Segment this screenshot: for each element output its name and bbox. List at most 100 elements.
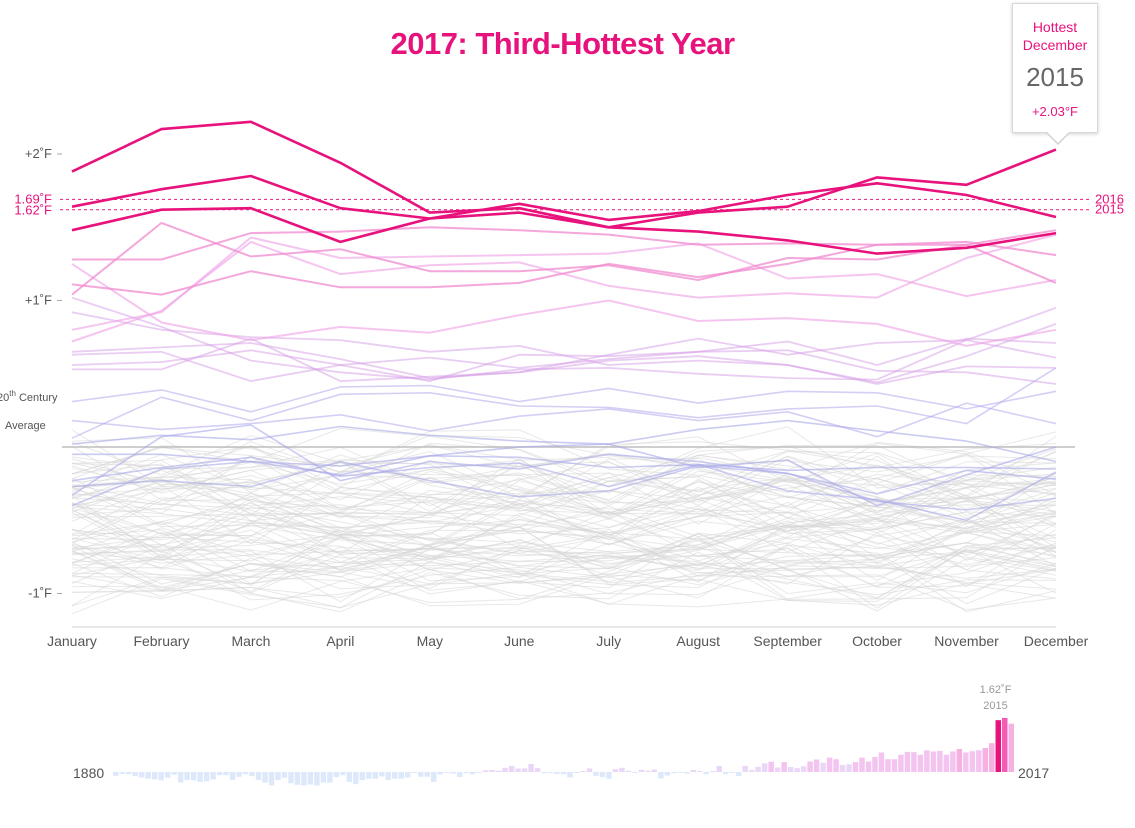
year-series-line xyxy=(71,443,1057,507)
year-bar xyxy=(820,762,826,772)
year-bar xyxy=(716,765,722,772)
year-series-line xyxy=(71,419,1057,463)
year-bar xyxy=(911,752,917,772)
year-bar xyxy=(242,772,249,775)
year-bar xyxy=(476,772,482,773)
background-year-line xyxy=(71,526,1057,589)
hover-tooltip: Hottest December 2015 +2.03°F xyxy=(1012,3,1098,145)
year-series-line xyxy=(71,402,1057,438)
year-bar xyxy=(586,768,593,772)
year-bar xyxy=(346,772,353,782)
x-tick-label: April xyxy=(326,633,354,649)
year-bar xyxy=(963,752,969,772)
year-bar xyxy=(930,751,937,772)
year-bar xyxy=(184,772,190,780)
year-bar xyxy=(430,772,437,782)
background-year-line xyxy=(71,470,1057,530)
year-bar xyxy=(917,754,924,772)
year-bar xyxy=(424,772,430,777)
year-series-line xyxy=(71,221,1057,296)
bar-highlight-value: 1.62˚F xyxy=(980,684,1012,696)
year-bar xyxy=(632,772,638,773)
background-year-line xyxy=(71,531,1057,591)
year-bar xyxy=(742,765,748,772)
year-bar xyxy=(340,772,346,776)
year-bar xyxy=(392,772,398,779)
background-year-line xyxy=(71,512,1057,571)
year-bar xyxy=(950,751,956,772)
bar-start-year: 1880 xyxy=(73,765,105,781)
background-year-line xyxy=(71,511,1057,571)
year-bar xyxy=(735,772,742,777)
y-tick-label: +1˚F xyxy=(25,293,52,308)
year-bar xyxy=(794,768,800,772)
year-bar xyxy=(554,772,560,774)
year-bar xyxy=(437,772,443,775)
year-bar xyxy=(288,772,294,784)
year-bar xyxy=(528,764,534,772)
year-bar xyxy=(567,772,573,778)
year-series-line xyxy=(71,206,1057,255)
year-bar xyxy=(651,769,658,772)
year-bar xyxy=(852,762,859,772)
year-bar xyxy=(294,772,301,785)
year-bar xyxy=(748,770,755,772)
background-year-line xyxy=(71,551,1057,613)
year-bar xyxy=(593,772,599,776)
year-bar xyxy=(521,768,528,772)
year-bar xyxy=(223,772,229,776)
background-year-line xyxy=(71,520,1057,569)
year-bar xyxy=(275,772,281,780)
year-bar xyxy=(606,772,612,779)
reference-year-label: 2015 xyxy=(1095,202,1124,217)
year-bar xyxy=(333,772,340,778)
year-bar xyxy=(774,767,781,772)
year-bar xyxy=(722,772,729,775)
year-bar xyxy=(502,767,508,772)
background-year-line xyxy=(71,546,1057,600)
background-year-line xyxy=(71,446,1057,500)
year-bar xyxy=(625,770,632,772)
year-bar xyxy=(210,772,216,780)
year-bar xyxy=(898,754,904,772)
background-year-line xyxy=(71,508,1057,572)
year-series-line xyxy=(72,226,1057,261)
background-year-line xyxy=(71,542,1057,608)
year-bar xyxy=(761,763,768,772)
background-year-line xyxy=(71,546,1057,602)
year-bar xyxy=(417,772,424,777)
chart-title: 2017: Third-Hottest Year xyxy=(390,26,735,61)
year-bar xyxy=(684,772,690,774)
background-year-line xyxy=(71,436,1057,501)
background-year-line xyxy=(71,462,1057,525)
baseline-label: 20th Century xyxy=(0,389,58,404)
year-bar xyxy=(982,748,989,772)
tooltip-year: 2015 xyxy=(1026,62,1084,92)
background-year-line xyxy=(71,453,1057,515)
year-bar xyxy=(443,772,450,773)
year-series-line xyxy=(71,263,1057,347)
year-bar xyxy=(177,772,184,783)
year-bar xyxy=(645,770,651,772)
year-bar xyxy=(826,757,833,772)
background-year-line xyxy=(71,529,1057,588)
year-bar xyxy=(366,772,372,779)
bar-end-year: 2017 xyxy=(1018,765,1050,781)
year-bar xyxy=(197,772,203,782)
background-year-line xyxy=(71,536,1057,595)
year-bar xyxy=(495,770,502,772)
background-year-line xyxy=(71,517,1057,570)
year-series-line xyxy=(71,120,1057,229)
year-bar xyxy=(164,772,171,778)
year-bar xyxy=(353,772,359,785)
x-tick-label: March xyxy=(231,633,270,649)
year-bar xyxy=(800,766,807,772)
background-year-line xyxy=(71,435,1057,497)
year-bar xyxy=(710,771,716,772)
year-bar xyxy=(690,770,697,772)
year-bar xyxy=(203,772,210,782)
year-series-line xyxy=(71,349,1057,385)
year-bar xyxy=(119,772,125,774)
year-bar xyxy=(885,759,891,772)
year-series-line xyxy=(71,424,1057,496)
